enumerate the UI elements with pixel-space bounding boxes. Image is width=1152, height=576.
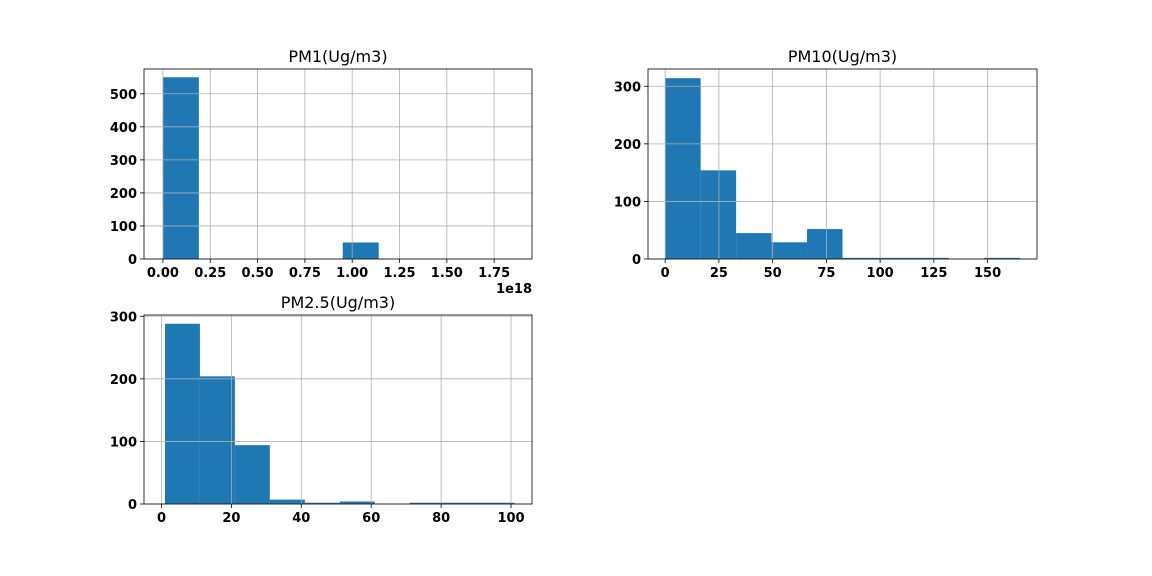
histogram-bar — [771, 242, 808, 259]
histogram-bar — [913, 257, 949, 259]
x-tick-label: 40 — [292, 511, 310, 526]
subplot-title: PM1(Ug/m3) — [288, 47, 387, 66]
y-tick-label: 300 — [110, 154, 137, 169]
histogram-bar — [877, 257, 914, 259]
x-tick-label: 80 — [432, 511, 450, 526]
x-tick-label: 100 — [867, 266, 894, 281]
x-tick-label: 1.25 — [383, 266, 415, 281]
y-tick-label: 200 — [110, 373, 137, 388]
x-tick-label: 0.75 — [289, 266, 321, 281]
y-tick-label: 200 — [614, 138, 641, 153]
histogram-bar — [339, 501, 375, 504]
y-tick-label: 100 — [110, 220, 137, 235]
x-tick-label: 0 — [157, 511, 166, 526]
y-tick-label: 0 — [632, 253, 641, 268]
histogram-bar — [444, 502, 480, 504]
x-tick-label: 60 — [362, 511, 380, 526]
x-tick-label: 1.00 — [336, 266, 368, 281]
histogram-bar — [807, 229, 843, 259]
histogram-bar — [342, 242, 379, 259]
x-tick-label: 50 — [764, 266, 782, 281]
subplot-3: 0 20 40 60 80 100 0 100 200 300 PM2.5(Ug/m3) — [110, 293, 533, 526]
histogram-bar — [164, 323, 200, 504]
subplot-title: PM2.5(Ug/m3) — [281, 293, 395, 312]
x-tick-label: 0 — [661, 266, 670, 281]
x-tick-label: 150 — [974, 266, 1001, 281]
y-tick-label: 0 — [128, 498, 137, 513]
subplot-title: PM10(Ug/m3) — [788, 47, 897, 66]
x-offset-label: 1e18 — [496, 282, 532, 297]
x-tick-label: 125 — [920, 266, 947, 281]
y-tick-label: 300 — [110, 310, 137, 325]
x-tick-label: 0.25 — [194, 266, 226, 281]
axes-frame — [143, 68, 533, 260]
histogram-bar — [736, 233, 772, 259]
y-tick-label: 100 — [614, 195, 641, 210]
x-tick-label: 1.50 — [431, 266, 463, 281]
histogram-bar — [269, 499, 305, 504]
x-tick-label: 75 — [817, 266, 835, 281]
x-tick-label: 20 — [222, 511, 240, 526]
y-tick-label: 300 — [614, 80, 641, 95]
x-tick-label: 1.75 — [478, 266, 510, 281]
histogram-bar — [984, 257, 1020, 259]
y-tick-label: 400 — [110, 121, 137, 136]
x-tick-label: 25 — [710, 266, 728, 281]
histogram-bar — [162, 77, 199, 260]
x-tick-label: 0.00 — [147, 266, 179, 281]
y-tick-label: 100 — [110, 435, 137, 450]
histogram-bar — [234, 445, 270, 504]
subplot-1: 0.00 0.25 0.50 0.75 1.00 1.25 1.50 1.75 0 100 200 3… — [110, 47, 533, 297]
x-tick-label: 100 — [497, 511, 524, 526]
subplot-2: 0 25 50 75 100 125 150 0 100 200 300 PM10(Ug/m3) — [614, 47, 1038, 281]
axes-frame — [647, 68, 1038, 260]
histogram-bar — [199, 376, 235, 504]
histogram-bar — [665, 78, 701, 259]
y-tick-label: 500 — [110, 88, 137, 103]
histogram-bar — [479, 502, 515, 504]
x-tick-label: 0.50 — [242, 266, 274, 281]
histogram-bar — [700, 170, 737, 259]
y-tick-label: 0 — [128, 253, 137, 268]
axes-frame — [143, 314, 533, 505]
histogram-bar — [409, 502, 445, 504]
histogram-bar — [842, 257, 878, 259]
histogram-bar — [304, 502, 340, 504]
y-tick-label: 200 — [110, 187, 137, 202]
